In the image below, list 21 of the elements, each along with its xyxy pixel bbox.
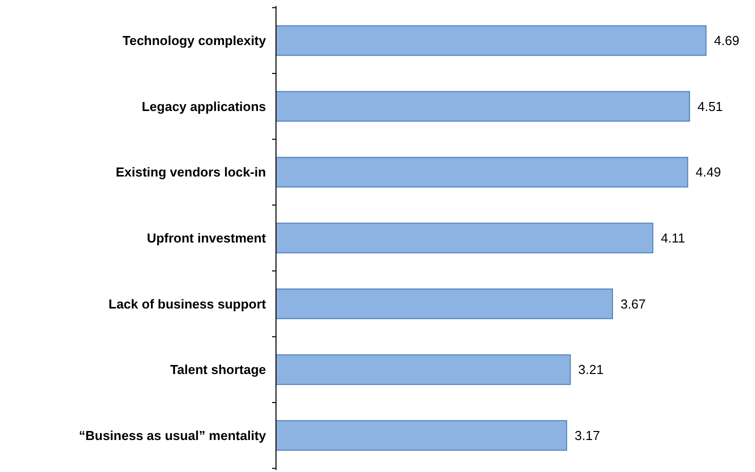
- data-label: 4.69: [714, 33, 740, 48]
- data-label: 4.11: [660, 230, 686, 246]
- bar: [276, 91, 690, 122]
- data-label: 3.17: [574, 428, 600, 443]
- y-tick-label: Upfront investment: [146, 230, 267, 246]
- y-tick-label: Talent shortage: [170, 362, 266, 378]
- y-tick-label: Existing vendors lock-in: [116, 164, 266, 180]
- y-tick-label: Lack of business support: [108, 296, 267, 312]
- y-tick-label: “Business as usual” mentality: [78, 428, 267, 443]
- y-tick-label: Technology complexity: [122, 33, 267, 48]
- bar: [276, 288, 613, 320]
- bar: [276, 222, 654, 254]
- y-tick-label: Legacy applications: [142, 98, 266, 114]
- bar: [276, 156, 688, 188]
- data-label: 4.49: [696, 164, 721, 180]
- bar: [276, 354, 571, 385]
- bar: [276, 420, 568, 451]
- data-label: 4.51: [697, 98, 723, 114]
- data-label: 3.67: [620, 296, 646, 312]
- data-label: 3.21: [578, 362, 604, 378]
- bar: [276, 25, 706, 56]
